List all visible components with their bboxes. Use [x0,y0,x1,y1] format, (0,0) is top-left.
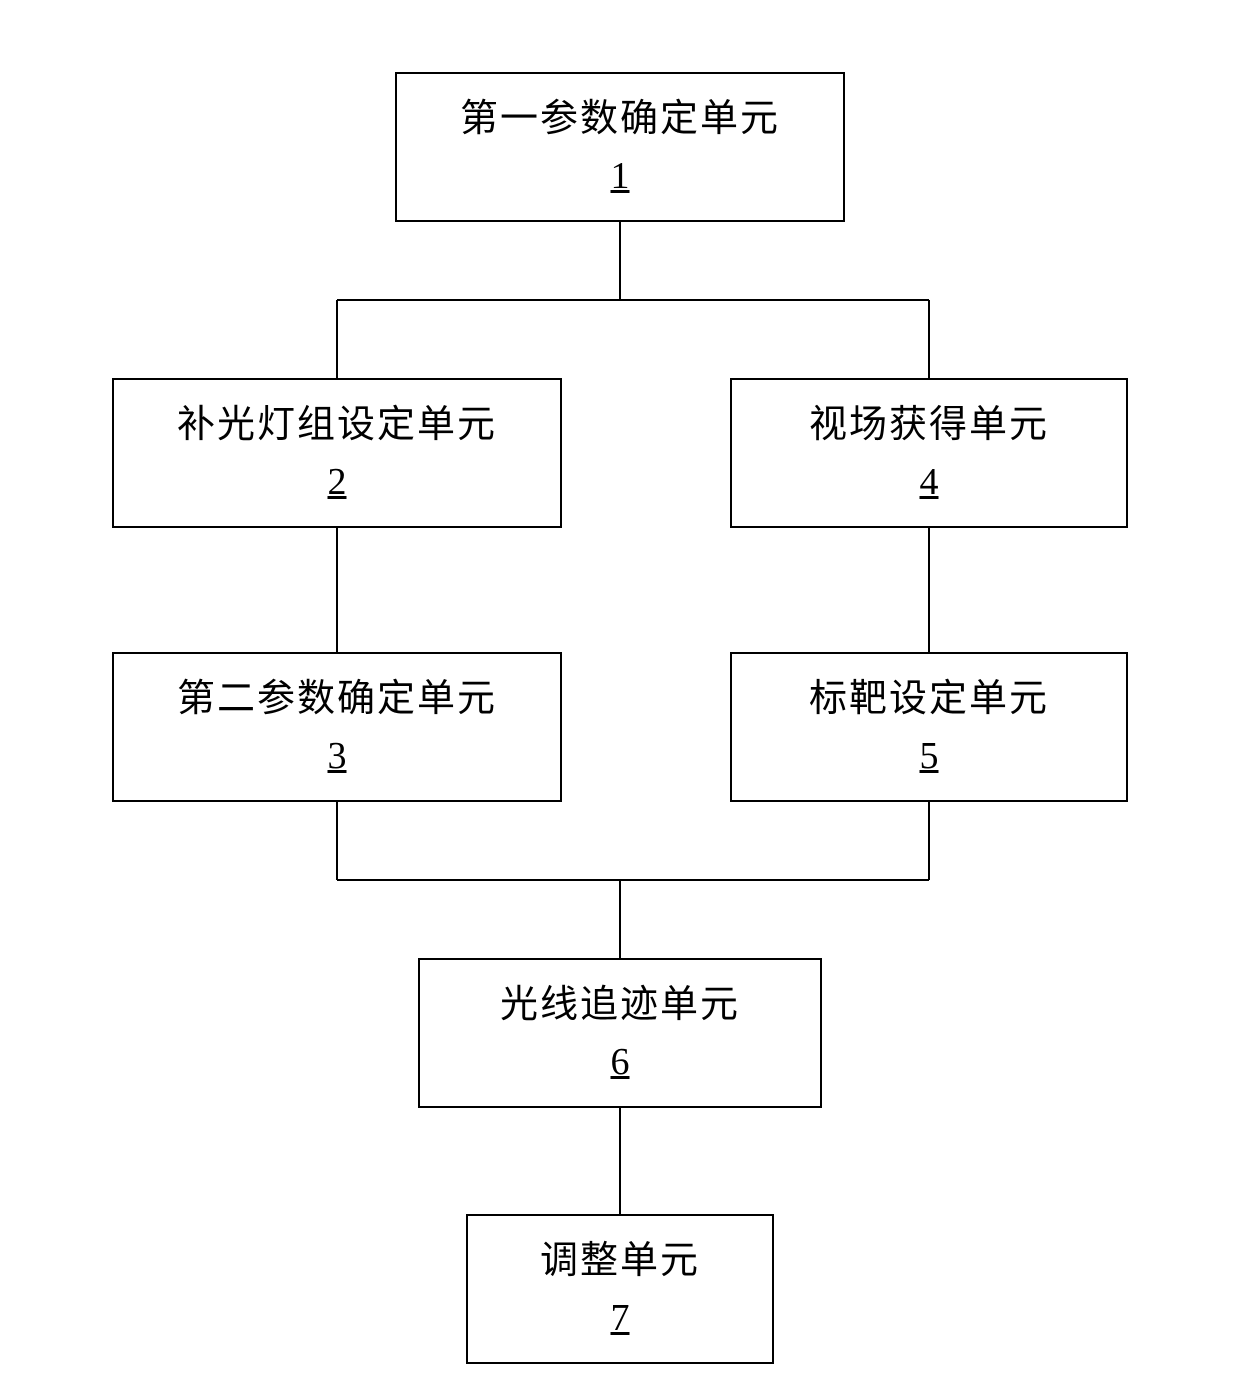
node-adjustment-unit: 调整单元 7 [466,1214,774,1364]
node-field-of-view-obtain-unit: 视场获得单元 4 [730,378,1128,528]
node-title: 标靶设定单元 [809,673,1049,726]
node-number: 2 [328,458,347,507]
node-number: 3 [328,732,347,781]
node-number: 5 [920,732,939,781]
node-title: 第一参数确定单元 [460,93,780,146]
node-first-parameter-determination-unit: 第一参数确定单元 1 [395,72,845,222]
node-ray-tracing-unit: 光线追迹单元 6 [418,958,822,1108]
node-title: 调整单元 [540,1235,700,1288]
node-title: 视场获得单元 [809,399,1049,452]
node-title: 光线追迹单元 [500,979,740,1032]
node-number: 4 [920,458,939,507]
node-second-parameter-determination-unit: 第二参数确定单元 3 [112,652,562,802]
node-title: 第二参数确定单元 [177,673,497,726]
node-title: 补光灯组设定单元 [177,399,497,452]
node-fill-light-group-setting-unit: 补光灯组设定单元 2 [112,378,562,528]
node-number: 1 [611,152,630,201]
node-number: 7 [611,1294,630,1343]
node-number: 6 [611,1038,630,1087]
node-target-setting-unit: 标靶设定单元 5 [730,652,1128,802]
